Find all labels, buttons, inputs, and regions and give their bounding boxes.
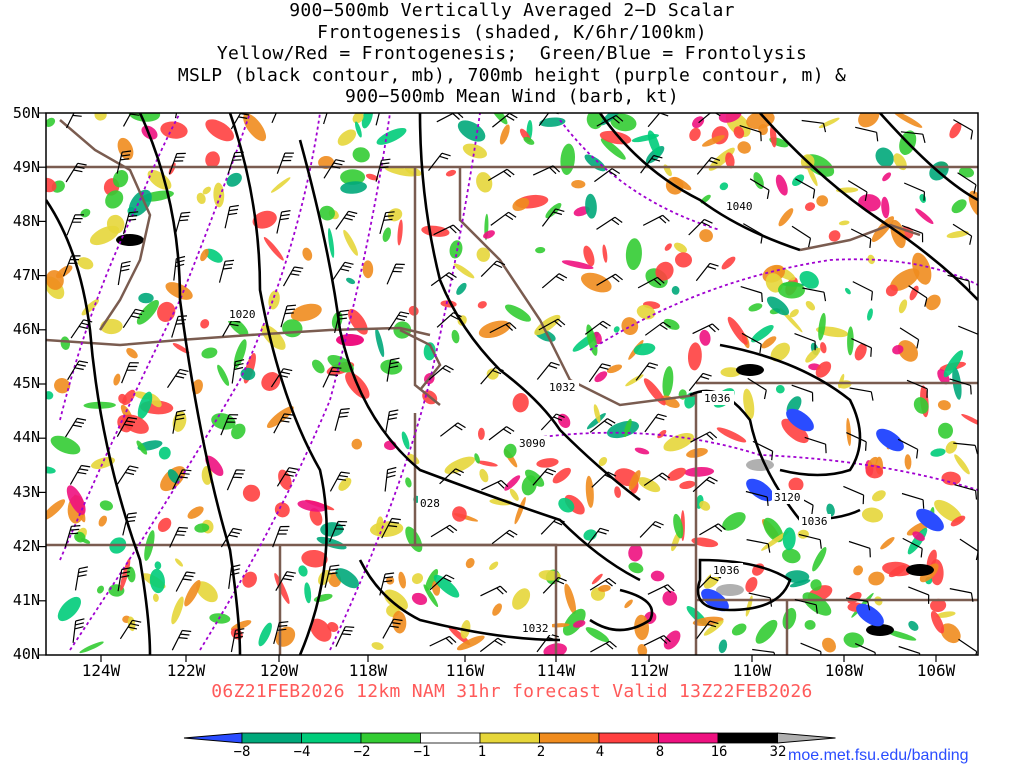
colorbar-label: 16 <box>710 744 728 760</box>
colorbar-label: 4 <box>595 744 605 760</box>
colorbar-label: −8 <box>233 744 251 760</box>
colorbar-label: −1 <box>413 744 431 760</box>
title-line-4: MSLP (black contour, mb), 700mb height (… <box>177 64 847 86</box>
wind-barbs <box>62 113 978 655</box>
lat-label: 46N <box>12 320 40 338</box>
lon-label: 110W <box>732 661 772 680</box>
title-line-1: 900−500mb Vertically Averaged 2−D Scalar <box>289 0 735 21</box>
mslp-label-1032b: 1032 <box>522 622 549 635</box>
lat-label: 45N <box>12 374 40 392</box>
height-label-3090: 3090 <box>519 437 546 450</box>
colorbar-label: −4 <box>293 744 311 760</box>
forecast-valid-time: 06Z21FEB2026 12km NAM 31hr forecast Vali… <box>211 681 813 702</box>
title-line-3: Yellow/Red = Frontogenesis; Green/Blue =… <box>216 43 808 64</box>
lat-label: 41N <box>12 591 40 609</box>
lat-label: 42N <box>12 537 40 555</box>
lon-label: 116W <box>445 661 485 680</box>
state-borders <box>46 119 978 655</box>
mslp-label-1040: 1040 <box>726 200 753 213</box>
lon-label: 118W <box>348 661 388 680</box>
colorbar-label: 32 <box>769 744 787 760</box>
mslp-label-1028: 028 <box>420 497 440 510</box>
colorbar-label: 1 <box>477 744 487 760</box>
lon-label: 108W <box>824 661 864 680</box>
height-label-3120: 3120 <box>774 491 801 504</box>
colorbar-label: −2 <box>353 744 371 760</box>
lat-label: 47N <box>12 266 40 284</box>
mslp-label-1036c: 1036 <box>713 564 740 577</box>
colorbar-label: 2 <box>536 744 546 760</box>
lat-label: 50N <box>12 104 40 122</box>
mslp-label-1036: 1036 <box>704 392 731 405</box>
colorbar-label: 8 <box>655 744 665 760</box>
lon-label: 124W <box>81 661 121 680</box>
lon-label: 122W <box>166 661 206 680</box>
lat-label: 48N <box>12 212 40 230</box>
source-url[interactable]: moe.met.fsu.edu/banding <box>788 747 969 764</box>
title-line-5: 900−500mb Mean Wind (barb, kt) <box>344 86 680 107</box>
title-line-2: Frontogenesis (shaded, K/6hr/100km) <box>317 21 707 43</box>
mslp-label-1020: 1020 <box>229 308 256 321</box>
lon-label: 106W <box>916 661 956 680</box>
lon-label: 114W <box>536 661 576 680</box>
contour-labels: 1020 1040 1032 1036 3090 3120 1036 1036 … <box>227 199 831 635</box>
chart-title: 900−500mb Vertically Averaged 2−D Scalar… <box>0 0 1024 108</box>
lat-label: 44N <box>12 428 40 446</box>
mslp-label-1032: 1032 <box>549 381 576 394</box>
mslp-label-1036b: 1036 <box>801 515 828 528</box>
colorbar <box>183 732 836 744</box>
lon-label: 112W <box>629 661 669 680</box>
lon-label: 120W <box>259 661 299 680</box>
lat-label: 49N <box>12 158 40 176</box>
lat-label: 43N <box>12 483 40 501</box>
lat-label: 40N <box>12 645 40 663</box>
